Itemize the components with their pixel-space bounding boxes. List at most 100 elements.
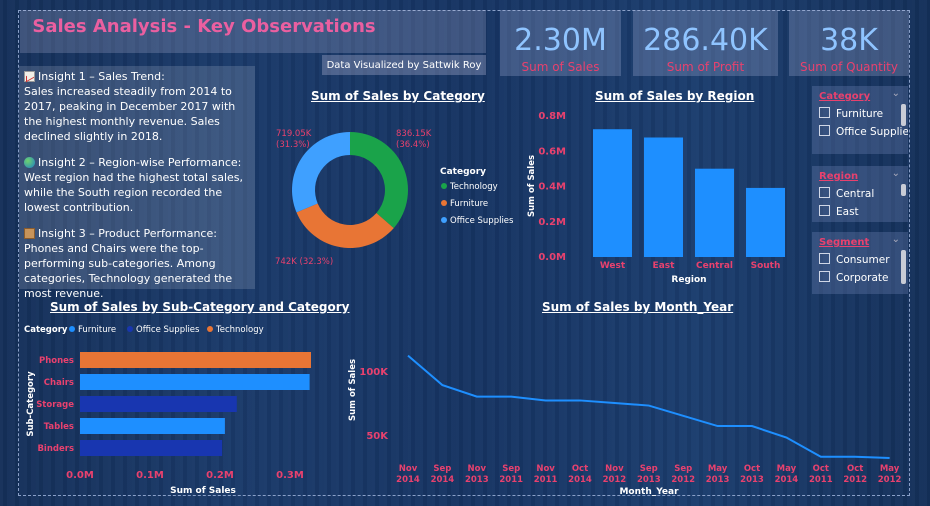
x-tick-label: Nov <box>468 464 487 474</box>
subcategory-bar[interactable] <box>80 440 223 456</box>
scrollbar[interactable] <box>901 250 906 284</box>
scrollbar[interactable] <box>901 104 906 126</box>
slicer-category[interactable]: Category ⌄ Furniture Office Supplies <box>812 86 908 154</box>
insight-3: Insight 3 – Product Performance: Phones … <box>24 226 250 301</box>
chevron-down-icon[interactable]: ⌄ <box>891 168 900 179</box>
legend-label: Office Supplies <box>136 325 200 335</box>
y-tick-label: 50K <box>366 431 389 442</box>
chart-icon <box>24 71 35 83</box>
chevron-down-icon[interactable]: ⌄ <box>891 234 900 245</box>
kpi-label: Sum of Profit <box>666 60 745 74</box>
legend-label: Technology <box>215 325 264 335</box>
x-tick-label: Sep <box>674 464 692 474</box>
kpi-label: Sum of Quantity <box>800 60 898 74</box>
x-tick-label: Central <box>696 261 733 271</box>
x-tick-label: Oct <box>744 464 760 474</box>
checkbox[interactable] <box>819 271 830 282</box>
month-line-chart[interactable]: 100K50KNov2014Sep2014Nov2013Sep2011Nov20… <box>342 318 908 498</box>
slicer-option[interactable]: East <box>819 205 908 218</box>
x-tick-label: 2012 <box>671 475 695 485</box>
legend-marker[interactable] <box>441 200 447 206</box>
subcategory-bar[interactable] <box>80 396 237 412</box>
option-label: Furniture <box>836 108 884 120</box>
slicer-title: Category <box>819 91 871 102</box>
y-axis-label: Sum of Sales <box>348 359 358 421</box>
option-label: Corporate <box>836 272 889 284</box>
insight-body: Sales increased steadily from 2014 to 20… <box>24 85 236 143</box>
subcategory-bar[interactable] <box>80 418 225 434</box>
kpi-card-quantity[interactable]: 38K Sum of Quantity <box>789 10 909 76</box>
chevron-down-icon[interactable]: ⌄ <box>891 88 900 99</box>
box-icon <box>24 228 35 239</box>
legend-title: Category <box>440 167 486 177</box>
x-tick-label: Oct <box>847 464 863 474</box>
region-chart-title: Sum of Sales by Region <box>595 89 755 103</box>
region-bar[interactable] <box>593 129 632 257</box>
region-bar-chart[interactable]: 0.0M 0.2M 0.4M 0.6M 0.8M West East Central South… <box>520 104 805 288</box>
x-tick-label: Oct <box>813 464 829 474</box>
legend-marker[interactable] <box>441 217 447 223</box>
category-donut-chart[interactable]: 836.15K(36.4%) 742K (32.3%) 719.05K(31.3%)… <box>262 106 522 276</box>
donut-slice[interactable] <box>350 132 408 229</box>
legend-marker[interactable] <box>127 326 133 332</box>
slicer-title: Region <box>819 171 859 182</box>
slicer-title: Segment <box>819 237 870 248</box>
checkbox[interactable] <box>819 205 830 216</box>
insight-heading: Insight 3 – Product Performance: <box>38 227 217 240</box>
kpi-value: 2.30M <box>514 23 607 58</box>
region-bar[interactable] <box>644 137 683 257</box>
option-label: Consumer <box>836 254 890 266</box>
slicer-segment[interactable]: Segment ⌄ Consumer Corporate <box>812 232 908 294</box>
kpi-card-profit[interactable]: 286.40K Sum of Profit <box>633 10 778 76</box>
slicer-option[interactable]: Corporate <box>819 271 908 284</box>
checkbox[interactable] <box>819 107 830 118</box>
x-tick-label: Oct <box>572 464 588 474</box>
insight-body: Phones and Chairs were the top-performin… <box>24 242 233 300</box>
subcategory-bar[interactable] <box>80 352 311 368</box>
slicer-option[interactable]: Furniture <box>819 107 908 120</box>
x-tick-label: 2012 <box>843 475 867 485</box>
slicer-option[interactable]: Central <box>819 187 908 200</box>
region-bar[interactable] <box>746 187 785 257</box>
y-tick-label: Chairs <box>44 378 74 388</box>
insights-panel: Insight 1 – Sales Trend: Sales increased… <box>19 66 255 300</box>
subcategory-bar[interactable] <box>80 374 310 390</box>
kpi-card-sales[interactable]: 2.30M Sum of Sales <box>500 10 621 76</box>
x-tick-label: Sep <box>433 464 451 474</box>
legend-label: Office Supplies <box>450 216 514 226</box>
y-tick-label: 100K <box>359 367 389 378</box>
option-label: Office Supplies <box>836 126 908 138</box>
y-axis-label: Sum of Sales <box>527 155 537 217</box>
month-chart-title: Sum of Sales by Month_Year <box>542 300 734 314</box>
y-axis-label: Sub-Category <box>26 371 36 437</box>
slicer-option[interactable]: Office Supplies <box>819 125 908 138</box>
x-tick-label: Nov <box>399 464 418 474</box>
checkbox[interactable] <box>819 187 830 198</box>
slicer-option[interactable]: Consumer <box>819 253 908 266</box>
scrollbar[interactable] <box>901 184 906 196</box>
y-tick-label: Binders <box>37 444 74 454</box>
series-line[interactable] <box>407 354 890 460</box>
kpi-label: Sum of Sales <box>521 60 600 74</box>
globe-icon <box>24 157 35 168</box>
x-tick-label: 2011 <box>534 475 558 485</box>
legend-marker[interactable] <box>441 183 447 189</box>
x-tick-label: 2011 <box>809 475 833 485</box>
checkbox[interactable] <box>819 253 830 264</box>
x-tick-label: 0.0M <box>66 470 94 481</box>
subcategory-bar-chart[interactable]: Category Furniture Office Supplies Technolo… <box>20 316 340 498</box>
byline: Data Visualized by Sattwik Roy <box>322 55 486 75</box>
checkbox[interactable] <box>819 125 830 136</box>
x-tick-label: Nov <box>536 464 555 474</box>
legend-label: Furniture <box>78 325 116 335</box>
legend-marker[interactable] <box>207 326 213 332</box>
slicer-region[interactable]: Region ⌄ Central East <box>812 166 908 222</box>
x-tick-label: 2013 <box>706 475 730 485</box>
data-label: 742K (32.3%) <box>275 257 333 267</box>
y-tick-label: 0.2M <box>538 217 566 228</box>
donut-slice[interactable] <box>296 203 394 248</box>
legend-marker[interactable] <box>69 326 75 332</box>
region-bar[interactable] <box>695 168 734 257</box>
donut-slice[interactable] <box>292 132 350 213</box>
option-label: East <box>836 206 859 218</box>
